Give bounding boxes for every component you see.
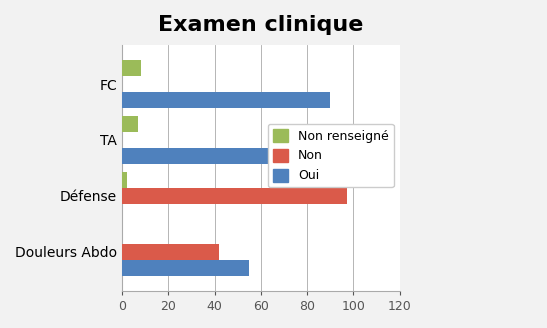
Bar	[122, 244, 219, 260]
Bar	[122, 116, 138, 132]
Bar	[122, 92, 330, 108]
Bar	[122, 172, 126, 188]
Bar	[122, 60, 141, 76]
Bar	[122, 148, 337, 164]
Legend: Non renseigné, Non, Oui: Non renseigné, Non, Oui	[268, 124, 393, 187]
Title: Examen clinique: Examen clinique	[158, 15, 364, 35]
Bar	[122, 188, 347, 204]
Bar	[122, 260, 249, 276]
